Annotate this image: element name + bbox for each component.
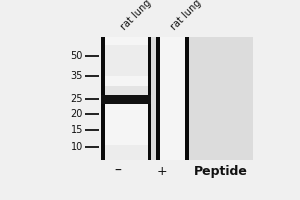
Bar	[148, 37, 152, 160]
Bar	[185, 37, 189, 160]
Text: rat lung: rat lung	[119, 0, 153, 32]
Text: 35: 35	[70, 71, 83, 81]
Bar	[101, 37, 105, 160]
Text: 10: 10	[70, 142, 83, 152]
Text: +: +	[157, 165, 167, 178]
Text: –: –	[114, 164, 121, 178]
Bar	[160, 37, 185, 160]
Text: 15: 15	[70, 125, 83, 135]
Text: rat lung: rat lung	[169, 0, 203, 32]
Bar	[105, 86, 148, 95]
Text: Peptide: Peptide	[194, 165, 248, 178]
Bar	[105, 45, 148, 76]
Bar	[101, 37, 253, 160]
Text: 25: 25	[70, 94, 83, 104]
Text: 50: 50	[70, 51, 83, 61]
Bar	[101, 95, 152, 104]
Text: 20: 20	[70, 109, 83, 119]
Bar	[156, 37, 160, 160]
Bar	[105, 37, 148, 160]
Bar	[105, 145, 148, 160]
